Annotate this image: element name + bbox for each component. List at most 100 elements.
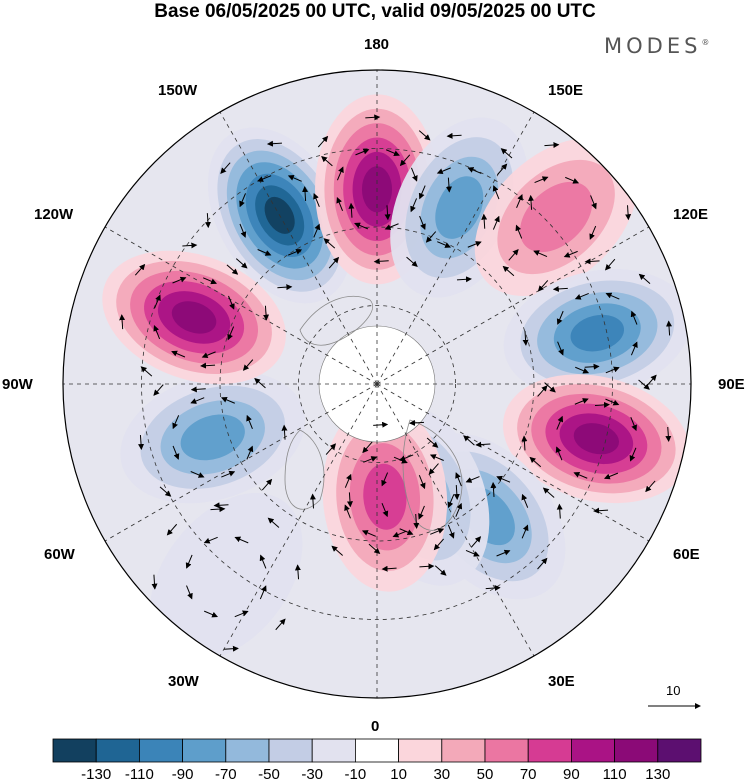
wind-arrow-152 [261,478,273,491]
wind-arrow-130 [361,530,376,537]
latitude-circle-1 [219,226,535,542]
wind-arrow-137 [381,565,397,572]
wind-arrow-83 [555,446,563,461]
wind-arrow-168 [242,359,254,371]
wind-arrow-54 [565,176,580,184]
wind-arrow-86 [605,398,620,406]
coastline-0 [299,296,373,346]
wind-arrow-132 [344,473,352,488]
wind-arrow-58 [502,265,515,277]
wind-arrow-170 [140,366,153,377]
wind-arrow-48 [589,225,597,240]
wind-arrow-144 [246,445,254,460]
wind-arrow-8 [328,256,340,269]
wind-arrow-21 [355,148,370,156]
wind-arrow-96 [521,524,529,539]
lon-label-60e: 60E [673,546,700,563]
wind-arrow-70 [605,292,620,300]
brand-text: MODES [604,34,702,58]
wind-arrow-162 [171,350,186,358]
wind-arrow-123 [346,492,353,508]
wind-arrow-169 [190,386,206,393]
wind-arrow-105 [485,585,501,592]
wind-arrow-84 [556,415,564,430]
colorbar-swatch-12 [571,738,616,763]
wind-arrow-153 [210,506,226,513]
wind-arrow-87 [630,416,637,432]
vector-reference-label: 10 [666,683,681,698]
lon-label-120w: 120W [34,206,74,223]
wind-arrow-182 [234,536,249,544]
wind-arrow-12 [220,162,231,174]
wind-arrow-113 [430,528,445,535]
wind-arrow-25 [373,258,389,265]
lon-label-120e: 120E [673,206,709,223]
wind-arrow-40 [508,249,519,261]
wind-arrow-136 [433,538,445,551]
wind-arrow-7 [313,192,320,208]
wind-arrow-178 [203,610,219,618]
wind-arrow-78 [638,273,651,285]
wind-arrow-104 [537,557,548,570]
wind-arrow-47 [527,194,534,210]
wind-arrow-29 [365,114,381,121]
wind-arrow-4 [239,193,247,208]
colorbar-swatch-0 [52,738,97,763]
wind-arrow-180 [185,554,193,569]
anomaly-red-110w [102,250,286,385]
wind-arrow-129 [392,530,407,538]
wind-arrow-165 [172,276,187,284]
colorbar-swatch-7 [354,738,399,763]
wind-arrow-24 [425,231,437,243]
lon-label-0: 0 [371,718,380,735]
colorbar-swatch-14 [657,738,702,763]
colorbar-label: -10 [344,766,367,783]
wind-arrow-92 [537,385,548,397]
wind-arrow-93 [584,363,600,370]
anomaly-blue-105e [503,269,691,398]
colorbar-label: 10 [390,766,407,783]
wind-arrow-16 [410,198,418,213]
wind-arrow-125 [409,419,425,426]
wind-arrow-142 [426,437,439,448]
colorbar-label: 110 [602,766,627,783]
wind-arrow-52 [516,194,523,209]
wind-arrow-141 [373,421,389,428]
colorbar-label: -90 [171,766,194,783]
wind-arrow-97 [496,549,511,557]
wind-arrow-9 [277,284,293,291]
wind-arrow-171 [119,314,126,330]
wind-arrow-77 [584,258,600,265]
wind-arrow-51 [515,224,523,239]
wind-arrow-184 [275,618,286,631]
wind-arrow-133 [363,456,378,463]
wind-arrow-34 [437,241,452,248]
wind-arrow-90 [542,487,555,498]
wind-arrow-101 [465,476,480,483]
wind-arrow-120 [470,536,482,548]
wind-arrow-17 [384,223,399,230]
colorbar-swatch-4 [225,738,270,763]
wind-arrow-145 [221,470,236,478]
wind-arrow-106 [434,565,447,576]
wind-arrow-56 [604,258,616,271]
anomaly-gray-40w [150,492,303,662]
wind-arrow-183 [259,554,267,569]
colorbar-label: 70 [519,766,537,783]
colorbar-label: -50 [258,766,280,783]
wind-arrow-174 [235,258,248,269]
wind-arrow-5 [257,175,272,182]
wind-arrow-18 [354,222,369,230]
wind-arrow-36 [418,185,426,200]
anomaly-blue-75w [120,371,306,504]
colorbar-swatch-5 [268,738,313,763]
wind-arrow-188 [166,523,178,536]
wind-arrow-76 [537,280,549,292]
lon-label-30w: 30W [168,673,199,690]
wind-arrow-124 [362,441,373,454]
wind-arrow-42 [406,256,418,267]
wind-arrow-63 [625,205,632,221]
colorbar-label: -70 [214,766,237,783]
anomaly-red-130e [474,137,638,297]
